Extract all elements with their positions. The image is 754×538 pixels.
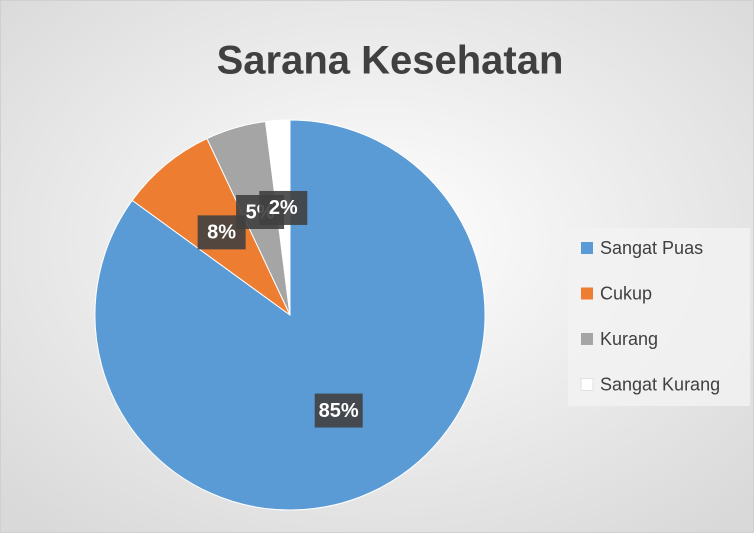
data-label-box [259, 190, 308, 225]
legend-box [568, 228, 750, 406]
data-label: 2% [269, 197, 298, 219]
legend-label: Kurang [600, 329, 658, 349]
legend-label: Sangat Kurang [600, 374, 720, 394]
data-label-box [314, 393, 363, 428]
legend-label: Cukup [600, 283, 652, 303]
legend-swatch [581, 333, 593, 345]
data-label: 85% [319, 400, 359, 422]
legend-swatch [581, 287, 593, 300]
legend-label: Sangat Puas [600, 238, 703, 258]
data-label: 8% [207, 222, 236, 244]
chart-title: Sarana Kesehatan [217, 39, 564, 83]
legend-swatch [581, 242, 593, 254]
legend-swatch [580, 378, 594, 391]
